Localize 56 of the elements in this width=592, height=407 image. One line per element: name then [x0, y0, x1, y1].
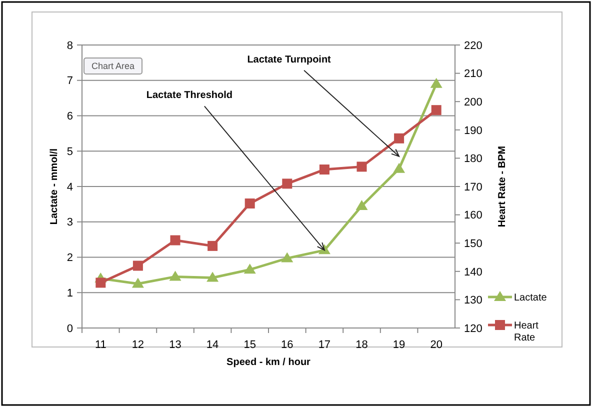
y-tick-label: 4	[66, 181, 73, 194]
x-tick-label: 16	[281, 339, 294, 351]
y2-tick-label: 210	[464, 68, 482, 80]
y2-tick-label: 150	[464, 238, 482, 250]
annotation: Lactate Threshold	[146, 90, 233, 102]
y-tick-label: 8	[66, 40, 73, 52]
y2-tick-label: 220	[464, 40, 482, 52]
point	[356, 200, 368, 210]
point	[281, 252, 294, 262]
point	[356, 162, 367, 172]
y-tick-label: 1	[66, 287, 73, 300]
y2-tick-label: 130	[464, 294, 482, 307]
x-tick-label: 18	[356, 339, 368, 351]
y2-tick-label: 120	[464, 322, 482, 335]
y2-tick-label: 180	[464, 153, 482, 166]
point	[282, 178, 292, 189]
y-tick-label: 7	[66, 75, 73, 88]
y-axis-title: Lactate - mmol/l	[49, 148, 60, 225]
x-tick-label: 14	[206, 339, 219, 351]
point	[169, 270, 182, 281]
legend-label: Heart Rate	[514, 320, 539, 344]
y2-tick-label: 160	[464, 210, 482, 222]
y-tick-label: 0	[66, 322, 73, 335]
point	[170, 235, 180, 246]
y-tick-label: 2	[66, 252, 73, 264]
point	[96, 278, 106, 288]
y2-tick-label: 170	[464, 181, 482, 194]
point	[319, 164, 330, 175]
point	[132, 278, 144, 288]
x-axis-title: Speed - km / hour	[226, 357, 311, 368]
x-tick-label: 20	[430, 339, 442, 351]
y-tick-label: 6	[66, 110, 73, 123]
x-tick-label: 11	[94, 339, 106, 351]
y2-tick-label: 190	[464, 124, 482, 137]
y2-tick-label: 200	[464, 96, 482, 108]
point	[244, 198, 255, 208]
point	[431, 105, 442, 116]
y2-tick-label: 140	[464, 266, 482, 278]
point	[206, 272, 219, 282]
x-tick-label: 12	[132, 339, 144, 351]
point	[132, 260, 143, 271]
point	[208, 240, 218, 251]
x-tick-label: 19	[392, 339, 406, 351]
point	[244, 264, 256, 274]
y2-axis-title: Heart Rate - BPM	[497, 146, 508, 228]
x-tick-label: 13	[169, 339, 182, 351]
x-tick-label: 15	[244, 339, 256, 351]
annotation: Chart Area	[91, 61, 135, 72]
point	[393, 162, 406, 173]
y-tick-label: 3	[66, 216, 73, 229]
point	[394, 133, 404, 144]
point	[430, 78, 442, 88]
legend-label: Lactate	[514, 292, 548, 304]
y-tick-label: 5	[66, 146, 73, 158]
x-tick-label: 17	[318, 339, 331, 351]
annotation: Lactate Turnpoint	[247, 54, 332, 66]
